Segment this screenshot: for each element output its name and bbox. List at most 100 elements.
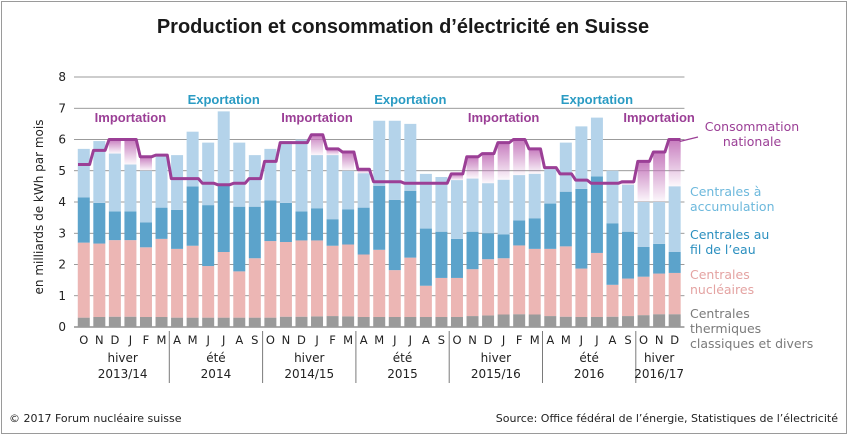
bar-storage (295, 139, 308, 212)
bar-thermal (544, 316, 557, 327)
bar-storage (108, 153, 121, 212)
bar-storage (513, 175, 526, 221)
bar-storage (559, 142, 572, 192)
bar-thermal (419, 317, 432, 327)
bar-nuclear (466, 269, 479, 317)
bar-thermal (295, 316, 308, 327)
annotation-export: Exportation (561, 92, 633, 107)
bar-thermal (233, 317, 246, 327)
bar-thermal (606, 316, 619, 327)
legend-label-thermal: thermiques (690, 321, 761, 336)
x-tick-label: J (221, 333, 225, 347)
bar-run_of_river (186, 186, 199, 246)
copyright-text: © 2017 Forum nucléaire suisse (9, 412, 182, 425)
x-tick-label: D (297, 333, 306, 347)
bar-storage (622, 184, 635, 232)
y-tick-label: 8 (58, 70, 66, 84)
bar-storage (435, 177, 448, 232)
bar-storage (77, 148, 90, 198)
import-area (653, 152, 666, 202)
bar-nuclear (373, 249, 386, 317)
bar-thermal (357, 317, 370, 327)
bar-storage (155, 156, 168, 208)
bar-storage (606, 170, 619, 224)
bar-run_of_river (217, 183, 230, 252)
bar-storage (373, 120, 386, 186)
import-area (108, 139, 121, 154)
bar-thermal (513, 314, 526, 327)
bar-nuclear (233, 271, 246, 318)
bar-storage (388, 120, 401, 200)
legend-label-nuclear: Centrales (690, 267, 750, 282)
bar-thermal (311, 316, 324, 327)
legend-label-run_of_river: fil de l’eau (690, 242, 756, 257)
bar-storage (233, 142, 246, 207)
bar-nuclear (497, 258, 510, 315)
x-tick-label: O (79, 333, 88, 347)
x-tick-label: M (530, 333, 540, 347)
bar-run_of_river (124, 211, 137, 241)
bar-run_of_river (373, 185, 386, 250)
bar-run_of_river (295, 211, 308, 241)
bar-storage (311, 155, 324, 209)
bar-thermal (559, 316, 572, 327)
x-tick-label: S (438, 333, 445, 347)
bar-run_of_river (108, 211, 121, 241)
x-tick-label: N (95, 333, 104, 347)
bar-storage (668, 186, 681, 252)
y-tick-label: 3 (58, 226, 66, 240)
bar-storage (497, 179, 510, 235)
x-tick-label: J (579, 333, 583, 347)
bar-thermal (326, 316, 339, 327)
period-year-label: 2014/15 (284, 367, 334, 381)
bar-thermal (388, 317, 401, 327)
y-axis-label: en milliards de kWh par mois (32, 120, 46, 295)
import-area (124, 139, 137, 165)
bar-run_of_river (93, 202, 106, 244)
legend-label-thermal: classiques et divers (690, 336, 813, 351)
period-year-label: 2016/17 (634, 367, 684, 381)
bar-run_of_river (248, 206, 261, 259)
period-year-label: 2015/16 (471, 367, 521, 381)
bar-run_of_river (528, 218, 541, 249)
bar-thermal (590, 317, 603, 327)
x-tick-label: M (188, 333, 198, 347)
period-label: été (206, 351, 225, 365)
bar-run_of_river (419, 228, 432, 286)
bar-run_of_river (482, 233, 495, 260)
bar-storage (326, 155, 339, 220)
y-tick-label: 2 (58, 258, 66, 272)
x-tick-label: J (128, 333, 132, 347)
import-area (528, 148, 541, 174)
annotation-export: Exportation (374, 92, 446, 107)
bar-run_of_river (497, 234, 510, 259)
bar-run_of_river (342, 209, 355, 245)
bar-nuclear (217, 252, 230, 318)
bar-storage (590, 117, 603, 177)
x-tick-label: S (624, 333, 631, 347)
x-tick-label: O (452, 333, 461, 347)
y-tick-label: 1 (58, 289, 66, 303)
bar-nuclear (171, 248, 184, 318)
bar-nuclear (622, 278, 635, 317)
annotation-import: Importation (623, 110, 695, 125)
y-tick-label: 0 (58, 320, 66, 334)
import-area (513, 139, 526, 176)
bar-nuclear (668, 272, 681, 315)
x-tick-label: M (157, 333, 167, 347)
bar-thermal (497, 314, 510, 327)
bar-run_of_river (77, 197, 90, 243)
bar-run_of_river (450, 238, 463, 278)
bar-run_of_river (311, 208, 324, 241)
bar-nuclear (388, 270, 401, 317)
legend-label-run_of_river: Centrales au (690, 227, 769, 242)
x-tick-label: N (468, 333, 477, 347)
bar-storage (466, 178, 479, 232)
period-label: hiver (481, 351, 511, 365)
legend-label-storage: accumulation (690, 199, 775, 214)
x-tick-label: F (329, 333, 336, 347)
legend-label-thermal: Centrales (690, 306, 750, 321)
bar-nuclear (311, 240, 324, 317)
bar-thermal (450, 317, 463, 327)
x-tick-label: A (173, 333, 181, 347)
